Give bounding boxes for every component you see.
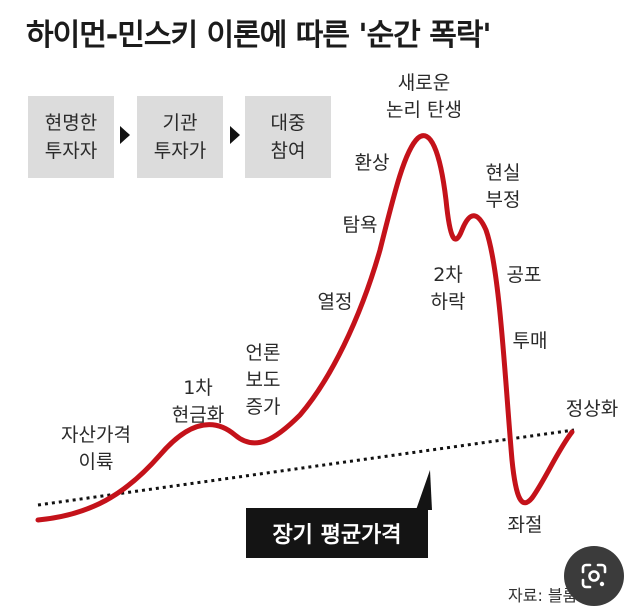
label-denial: 현실 부정 [485, 162, 521, 211]
label-despair: 좌절 [507, 514, 543, 536]
label-normalization: 정상화 [565, 398, 619, 420]
arrow-right-icon [230, 126, 240, 144]
label-illusion: 환상 [354, 152, 390, 174]
average-price-pointer [416, 470, 432, 510]
label-first-cash-out: 1차 현금화 [171, 377, 225, 426]
label-asset-takeoff: 자산가격 이륙 [61, 424, 131, 473]
bubble-curve [35, 133, 575, 523]
average-price-label: 장기 평균가격 [246, 508, 428, 558]
label-fear: 공포 [506, 264, 542, 286]
label-media-coverage: 언론 보도 증가 [245, 342, 281, 418]
label-passion: 열정 [317, 291, 353, 313]
arrow-right-icon [120, 126, 130, 144]
stage-public-participation: 대중 참여 [245, 96, 331, 178]
stage-institutional-investors: 기관 투자가 [137, 96, 223, 178]
label-new-logic: 새로운 논리 탄생 [386, 72, 462, 121]
page-title: 하이먼-민스키 이론에 따른 '순간 폭락' [26, 18, 492, 53]
label-dump: 투매 [512, 330, 548, 352]
stage-smart-investors: 현명한 투자자 [28, 96, 114, 178]
label-greed: 탐욕 [342, 214, 378, 236]
google-lens-icon[interactable] [564, 546, 624, 606]
label-second-drop: 2차 하락 [430, 264, 466, 313]
